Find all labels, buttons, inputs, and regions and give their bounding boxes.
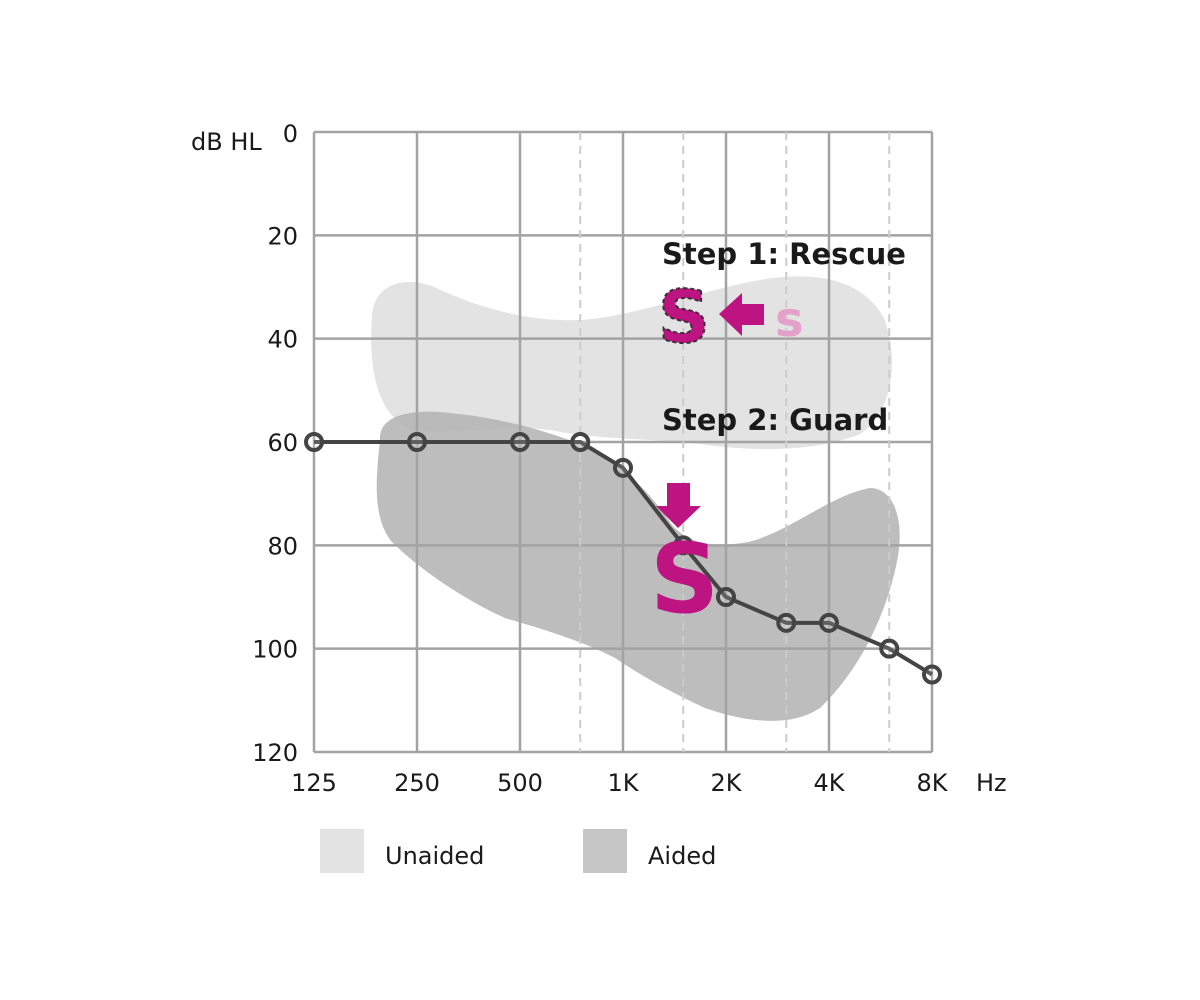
y-axis-label: dB HL xyxy=(191,128,262,156)
data-point-marker xyxy=(879,638,900,659)
x-tick-label: 125 xyxy=(291,769,337,797)
data-point-marker xyxy=(776,612,797,633)
legend-label-unaided: Unaided xyxy=(385,842,484,870)
x-tick-labels: 125 250 500 1K 2K 4K 8K xyxy=(291,769,949,797)
step1-big-letter: S xyxy=(658,275,710,359)
legend: Unaided Aided xyxy=(320,829,716,873)
data-point-marker xyxy=(304,432,324,452)
data-point-marker xyxy=(819,612,839,633)
y-tick-label: 80 xyxy=(267,532,298,560)
x-tick-label: 2K xyxy=(710,769,742,797)
legend-label-aided: Aided xyxy=(648,842,716,870)
x-tick-label: 4K xyxy=(813,769,845,797)
data-point-marker xyxy=(673,535,694,556)
y-tick-labels: 0 20 40 60 80 100 120 xyxy=(252,120,298,767)
step1-title: Step 1: Rescue xyxy=(662,237,906,271)
x-axis-label: Hz xyxy=(976,769,1007,797)
legend-swatch-aided xyxy=(583,829,627,873)
x-tick-label: 250 xyxy=(394,769,440,797)
y-tick-label: 60 xyxy=(267,429,298,457)
data-point-marker xyxy=(570,432,591,452)
x-tick-label: 1K xyxy=(607,769,639,797)
arrow-left-icon xyxy=(719,293,764,336)
x-tick-label: 500 xyxy=(497,769,543,797)
arrow-down-icon xyxy=(656,483,701,528)
series-line xyxy=(314,440,934,677)
data-point-marker xyxy=(716,587,736,607)
step2-letter: S xyxy=(650,523,719,635)
legend-swatch-unaided xyxy=(320,829,364,873)
data-point-marker xyxy=(407,432,427,452)
aided-region xyxy=(376,411,900,721)
step1-small-letter: s xyxy=(775,292,804,348)
step2-title: Step 2: Guard xyxy=(662,403,888,437)
hearing-threshold-series xyxy=(304,432,942,685)
y-tick-label: 40 xyxy=(267,326,298,354)
y-tick-label: 120 xyxy=(252,739,298,767)
data-point-marker xyxy=(613,457,633,478)
x-tick-label: 8K xyxy=(916,769,948,797)
data-point-marker xyxy=(922,664,942,685)
y-tick-label: 100 xyxy=(252,636,298,664)
y-tick-label: 20 xyxy=(267,222,298,250)
y-tick-label: 0 xyxy=(283,120,298,148)
data-point-marker xyxy=(510,432,530,452)
